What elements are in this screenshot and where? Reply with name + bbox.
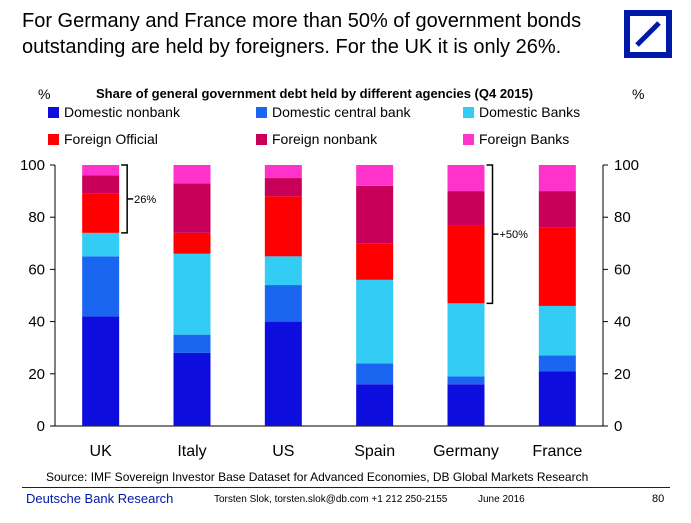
bar-germany-domestic-nonbank xyxy=(447,384,485,426)
bar-germany-foreign-banks xyxy=(447,165,485,192)
bar-spain-domestic-nonbank xyxy=(356,384,394,426)
footer-date: June 2016 xyxy=(478,494,525,505)
bar-uk-domestic-central-bank xyxy=(82,256,120,317)
legend-item-domestic-central-bank: Domestic central bank xyxy=(256,104,411,120)
y-tick-label-right: 60 xyxy=(614,261,631,278)
logo-slash-icon xyxy=(635,21,661,47)
bar-italy-domestic-nonbank xyxy=(173,352,211,426)
legend-item-foreign-banks: Foreign Banks xyxy=(463,131,569,147)
bar-us-foreign-nonbank xyxy=(264,178,302,197)
bar-italy-foreign-nonbank xyxy=(173,183,211,233)
annotation-bracket xyxy=(486,164,494,305)
legend-item-domestic-nonbank: Domestic nonbank xyxy=(48,104,180,120)
y-tick-label-left: 80 xyxy=(28,209,45,226)
y-tick-label-right: 40 xyxy=(614,314,631,331)
bar-italy-foreign-banks xyxy=(173,165,211,184)
legend-swatch xyxy=(463,106,474,118)
legend-swatch xyxy=(48,106,59,118)
y-tick-label-left: 100 xyxy=(20,157,45,174)
bar-italy-domestic-banks xyxy=(173,253,211,335)
y-axis-left-unit: % xyxy=(38,86,51,102)
legend-label: Domestic Banks xyxy=(479,104,581,120)
bar-us-foreign-official xyxy=(264,196,302,257)
bar-us-domestic-central-bank xyxy=(264,285,302,322)
bar-france-foreign-banks xyxy=(538,165,576,192)
bar-us-domestic-banks xyxy=(264,256,302,286)
y-tick-label-right: 0 xyxy=(614,418,622,435)
y-tick-label-left: 40 xyxy=(28,314,45,331)
bar-uk-domestic-nonbank xyxy=(82,316,120,426)
y-tick-label-right: 20 xyxy=(614,366,631,383)
y-tick-label-left: 20 xyxy=(28,366,45,383)
bar-france-domestic-banks xyxy=(538,305,576,356)
bar-germany-domestic-central-bank xyxy=(447,376,485,385)
source-note: Source: IMF Sovereign Investor Base Data… xyxy=(46,470,589,484)
bar-france-foreign-official xyxy=(538,227,576,306)
bar-us-domestic-nonbank xyxy=(264,321,302,426)
x-tick-label: US xyxy=(272,443,294,460)
y-tick-label-right: 100 xyxy=(614,157,639,174)
x-tick-label: UK xyxy=(90,443,113,460)
bar-germany-domestic-banks xyxy=(447,303,485,377)
bar-uk-foreign-banks xyxy=(82,165,120,176)
legend-item-foreign-official: Foreign Official xyxy=(48,131,158,147)
legend-label: Foreign nonbank xyxy=(272,131,378,147)
legend-label: Foreign Official xyxy=(64,131,158,147)
bar-germany-foreign-nonbank xyxy=(447,191,485,226)
stacked-bar-chart: 0 0 20 20 40 40 60 60 80 80 100 100 UK Italy US Spain Ge… xyxy=(20,157,639,460)
legend-label: Domestic nonbank xyxy=(64,104,180,120)
y-tick-label-left: 60 xyxy=(28,261,45,278)
x-tick-label: Germany xyxy=(433,443,499,460)
x-tick-label: Italy xyxy=(177,443,206,460)
bar-france-domestic-nonbank xyxy=(538,371,576,426)
bar-spain-foreign-banks xyxy=(356,165,394,186)
bar-spain-domestic-banks xyxy=(356,279,394,364)
bar-france-domestic-central-bank xyxy=(538,355,576,372)
footer-divider xyxy=(22,487,670,488)
bar-uk-domestic-banks xyxy=(82,232,120,257)
bar-france-foreign-nonbank xyxy=(538,191,576,228)
annotation-bracket xyxy=(121,164,128,234)
legend-label: Domestic central bank xyxy=(272,104,411,120)
bar-italy-foreign-official xyxy=(173,232,211,254)
y-tick-label-right: 80 xyxy=(614,209,631,226)
annotation-label: 26% xyxy=(134,194,156,206)
legend-item-domestic-banks: Domestic Banks xyxy=(463,104,580,120)
deutsche-bank-logo xyxy=(624,10,672,58)
chart-title: Share of general government debt held by… xyxy=(96,86,534,101)
footer-brand: Deutsche Bank Research xyxy=(26,491,174,506)
bar-spain-foreign-official xyxy=(356,243,394,280)
bar-uk-foreign-official xyxy=(82,193,120,233)
legend-swatch xyxy=(48,133,59,145)
y-tick-label-left: 0 xyxy=(37,418,45,435)
page-number: 80 xyxy=(652,493,665,505)
bar-spain-domestic-central-bank xyxy=(356,363,394,385)
legend-item-foreign-nonbank: Foreign nonbank xyxy=(256,131,377,147)
legend-swatch xyxy=(256,133,267,145)
legend-swatch xyxy=(463,133,474,145)
bar-germany-foreign-official xyxy=(447,225,485,304)
y-axis-right-unit: % xyxy=(632,86,645,102)
annotation-label: +50% xyxy=(500,229,529,241)
x-tick-label: Spain xyxy=(354,443,395,460)
footer-contact: Torsten Slok, torsten.slok@db.com +1 212… xyxy=(214,494,448,505)
headline: For Germany and France more than 50% of … xyxy=(22,10,582,58)
bar-uk-foreign-nonbank xyxy=(82,175,120,194)
legend-swatch xyxy=(256,106,267,118)
bar-spain-foreign-nonbank xyxy=(356,185,394,244)
bar-us-foreign-banks xyxy=(264,165,302,179)
bar-italy-domestic-central-bank xyxy=(173,334,211,353)
legend-label: Foreign Banks xyxy=(479,131,570,147)
x-tick-label: France xyxy=(532,443,582,460)
